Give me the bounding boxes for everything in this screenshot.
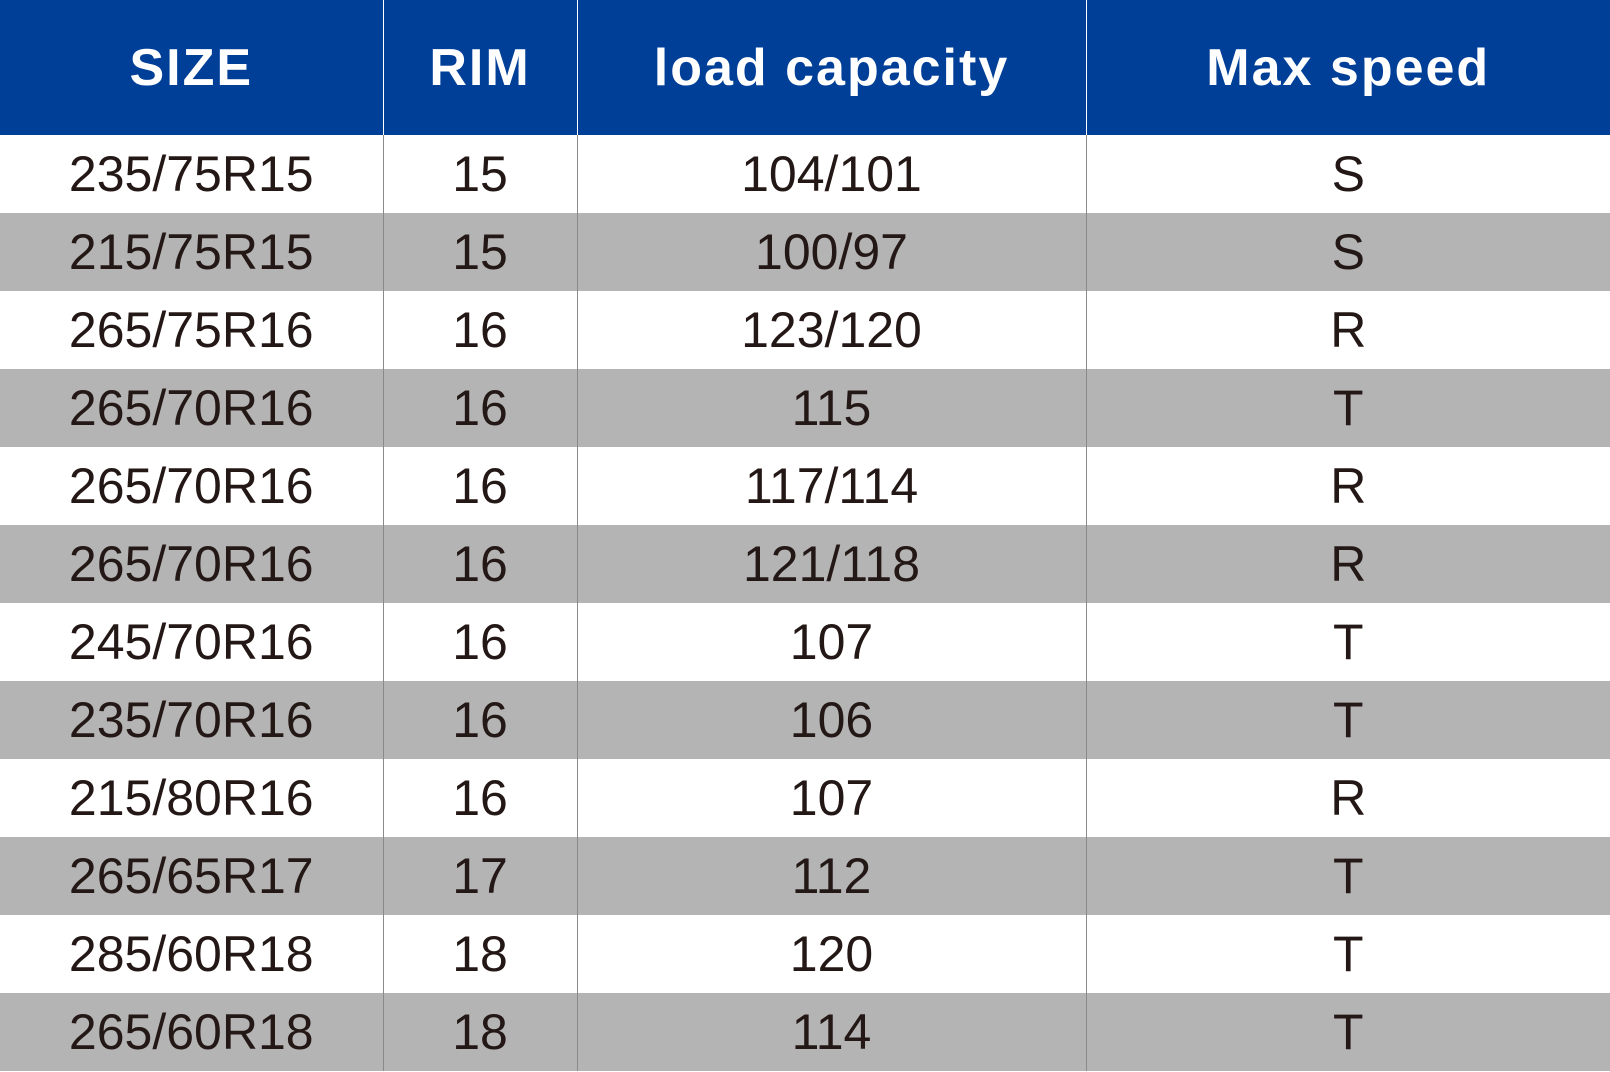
table-cell: 16 xyxy=(383,759,578,837)
table-cell: 15 xyxy=(383,213,578,291)
table-row: 235/70R16 16 106 T xyxy=(0,681,1610,759)
table-cell: T xyxy=(1086,837,1610,915)
table-cell: 16 xyxy=(383,447,578,525)
table-cell: 123/120 xyxy=(577,291,1087,369)
table-cell: R xyxy=(1086,759,1610,837)
table-cell: 115 xyxy=(577,369,1087,447)
table-cell: 106 xyxy=(577,681,1087,759)
table-cell: 107 xyxy=(577,603,1087,681)
table-cell: 16 xyxy=(383,525,578,603)
table-cell: 18 xyxy=(383,993,578,1071)
header-cell: load capacity xyxy=(577,0,1087,135)
table-cell: 17 xyxy=(383,837,578,915)
table-cell: 265/65R17 xyxy=(0,837,384,915)
table-cell: 114 xyxy=(577,993,1087,1071)
table-cell: 16 xyxy=(383,603,578,681)
header-cell: SIZE xyxy=(0,0,384,135)
table-cell: T xyxy=(1086,681,1610,759)
table-cell: S xyxy=(1086,213,1610,291)
table-row: 265/70R16 16 115 T xyxy=(0,369,1610,447)
table-cell: 18 xyxy=(383,915,578,993)
table-cell: 265/70R16 xyxy=(0,447,384,525)
table-cell: 15 xyxy=(383,135,578,213)
table-cell: 265/60R18 xyxy=(0,993,384,1071)
table-row: 265/65R17 17 112 T xyxy=(0,837,1610,915)
table-cell: 16 xyxy=(383,291,578,369)
table-row: 285/60R18 18 120 T xyxy=(0,915,1610,993)
table-cell: 235/75R15 xyxy=(0,135,384,213)
table-cell: 112 xyxy=(577,837,1087,915)
table-cell: T xyxy=(1086,993,1610,1071)
table-row: 235/75R15 15 104/101 S xyxy=(0,135,1610,213)
table-cell: 245/70R16 xyxy=(0,603,384,681)
table-cell: 265/70R16 xyxy=(0,525,384,603)
table-row: 265/60R18 18 114 T xyxy=(0,993,1610,1071)
table-cell: R xyxy=(1086,525,1610,603)
table-cell: 265/75R16 xyxy=(0,291,384,369)
table-cell: 117/114 xyxy=(577,447,1087,525)
table-cell: 107 xyxy=(577,759,1087,837)
table-cell: 215/75R15 xyxy=(0,213,384,291)
table-cell: R xyxy=(1086,291,1610,369)
table-cell: 285/60R18 xyxy=(0,915,384,993)
table-cell: 235/70R16 xyxy=(0,681,384,759)
table-cell: S xyxy=(1086,135,1610,213)
table-row: 245/70R16 16 107 T xyxy=(0,603,1610,681)
table-cell: 215/80R16 xyxy=(0,759,384,837)
table-cell: T xyxy=(1086,915,1610,993)
header-cell: RIM xyxy=(383,0,578,135)
header-row: SIZE RIM load capacity Max speed xyxy=(0,0,1610,135)
table-body: 235/75R15 15 104/101 S 215/75R15 15 100/97 S 265… xyxy=(0,135,1610,1071)
table-cell: 16 xyxy=(383,369,578,447)
table-row: 265/70R16 16 121/118 R xyxy=(0,525,1610,603)
table-row: 265/75R16 16 123/120 R xyxy=(0,291,1610,369)
table-cell: 265/70R16 xyxy=(0,369,384,447)
table-cell: 121/118 xyxy=(577,525,1087,603)
table-cell: 16 xyxy=(383,681,578,759)
table-cell: T xyxy=(1086,603,1610,681)
table-row: 215/75R15 15 100/97 S xyxy=(0,213,1610,291)
header-cell: Max speed xyxy=(1086,0,1610,135)
table-cell: T xyxy=(1086,369,1610,447)
table-row: 265/70R16 16 117/114 R xyxy=(0,447,1610,525)
table-cell: 100/97 xyxy=(577,213,1087,291)
table-cell: 120 xyxy=(577,915,1087,993)
table-cell: R xyxy=(1086,447,1610,525)
table-header: SIZE RIM load capacity Max speed xyxy=(0,0,1610,135)
table-row: 215/80R16 16 107 R xyxy=(0,759,1610,837)
table-cell: 104/101 xyxy=(577,135,1087,213)
